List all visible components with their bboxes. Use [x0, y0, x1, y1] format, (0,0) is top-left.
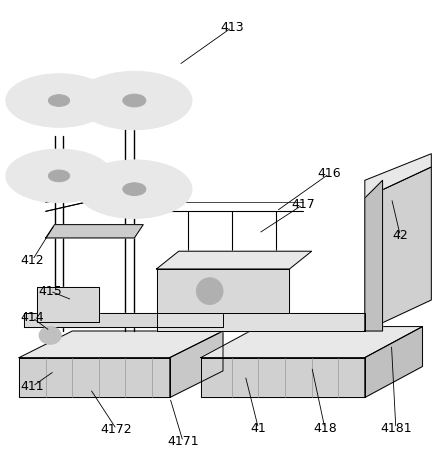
- Polygon shape: [19, 358, 170, 397]
- Text: 412: 412: [21, 254, 44, 267]
- Ellipse shape: [48, 95, 70, 106]
- Polygon shape: [170, 331, 223, 397]
- Ellipse shape: [77, 160, 192, 219]
- Text: 418: 418: [313, 422, 337, 435]
- Text: 42: 42: [392, 229, 408, 242]
- Text: 4171: 4171: [167, 435, 199, 448]
- Text: 414: 414: [21, 311, 44, 324]
- Ellipse shape: [123, 183, 146, 196]
- Polygon shape: [37, 287, 99, 322]
- Ellipse shape: [196, 278, 223, 304]
- Polygon shape: [365, 326, 422, 397]
- Polygon shape: [201, 326, 422, 358]
- Polygon shape: [24, 313, 223, 326]
- Polygon shape: [45, 225, 143, 238]
- Ellipse shape: [48, 170, 70, 182]
- Ellipse shape: [77, 71, 192, 130]
- Text: 4172: 4172: [101, 423, 132, 436]
- Ellipse shape: [6, 149, 112, 203]
- Polygon shape: [157, 269, 289, 313]
- Polygon shape: [365, 167, 431, 331]
- Text: 416: 416: [318, 167, 341, 180]
- Text: 417: 417: [291, 198, 315, 211]
- Polygon shape: [19, 331, 223, 358]
- Text: 4181: 4181: [380, 422, 412, 435]
- Ellipse shape: [39, 326, 61, 344]
- Polygon shape: [201, 358, 365, 397]
- Text: 41: 41: [251, 422, 266, 435]
- Polygon shape: [365, 154, 431, 198]
- Polygon shape: [365, 180, 383, 331]
- Text: 415: 415: [38, 284, 62, 297]
- Text: 411: 411: [21, 380, 44, 393]
- Ellipse shape: [6, 74, 112, 127]
- Ellipse shape: [123, 94, 146, 107]
- Polygon shape: [157, 313, 365, 331]
- Polygon shape: [157, 251, 312, 269]
- Text: 413: 413: [220, 21, 244, 34]
